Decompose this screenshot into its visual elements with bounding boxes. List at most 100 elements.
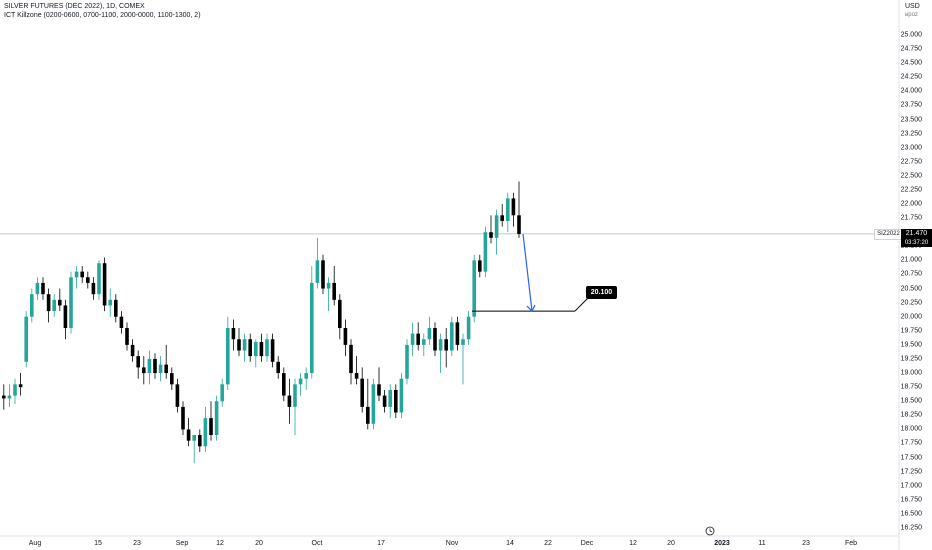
time-tick: 20	[255, 540, 263, 547]
candle-body	[276, 361, 280, 374]
price-tick: 22.250	[900, 186, 922, 194]
candle-body	[394, 389, 398, 413]
candle-body	[517, 215, 521, 234]
price-tick: 23.250	[900, 130, 922, 138]
clock-icon-hands	[709, 528, 713, 533]
time-tick: 23	[133, 540, 141, 547]
price-tick: 19.500	[900, 341, 922, 349]
candle-body	[466, 316, 471, 340]
price-tick: 25.000	[900, 31, 922, 39]
candle-body	[181, 406, 185, 430]
price-tick: 18.250	[900, 411, 922, 419]
last-price-tag: 21.470	[901, 228, 932, 239]
candle-body	[332, 282, 336, 300]
candle-body	[298, 378, 303, 385]
candle-body	[125, 327, 129, 345]
time-tick: Sep	[175, 540, 189, 547]
candle-body	[164, 364, 168, 374]
candle-body	[52, 299, 56, 312]
candle-body	[377, 384, 381, 396]
time-tick: Dec	[580, 540, 594, 547]
target-price-callout[interactable]: 20.100	[586, 286, 617, 299]
candle-body	[265, 339, 269, 357]
time-tick: Oct	[311, 540, 323, 547]
candle-body	[444, 339, 448, 351]
candle-body	[433, 327, 437, 351]
candle-body	[46, 294, 51, 312]
candle-body	[304, 373, 308, 379]
candle-body	[427, 327, 432, 340]
candle-body	[343, 327, 348, 345]
candle-body	[97, 263, 101, 295]
candle-body	[80, 271, 84, 278]
time-tick: 20	[667, 540, 675, 547]
time-tick: 22	[544, 540, 552, 547]
price-tick: 22.750	[900, 158, 922, 166]
down-arrow-line	[522, 233, 533, 312]
currency-sub-label: ʁpoz	[905, 12, 918, 18]
candle-body	[282, 373, 286, 396]
price-tick: 18.750	[900, 383, 922, 391]
candle-body	[86, 277, 90, 283]
candle-body	[242, 339, 247, 351]
candle-body	[13, 384, 17, 396]
time-tick: 12	[216, 540, 224, 547]
candle-body	[74, 271, 79, 278]
price-tick: 19.250	[900, 355, 922, 363]
price-tick: 23.500	[900, 116, 922, 123]
candle-body	[142, 367, 146, 374]
candle-body	[158, 364, 163, 374]
candle-body	[175, 384, 180, 407]
candle-body	[422, 339, 426, 345]
candle-body	[293, 384, 297, 407]
candle-body	[410, 333, 415, 345]
price-tick: 16.750	[900, 496, 922, 504]
candle-body	[382, 395, 387, 407]
candle-body	[506, 198, 510, 221]
candle-body	[472, 260, 476, 317]
candle-body	[63, 305, 68, 328]
price-tick: 20.000	[900, 313, 922, 321]
candle-body	[192, 435, 196, 441]
candle-body	[102, 263, 107, 306]
price-tick: 24.750	[900, 45, 922, 53]
candle-body	[69, 277, 73, 328]
time-tick: 23	[802, 540, 810, 547]
candle-body	[388, 389, 392, 407]
price-tick: 19.000	[900, 369, 922, 377]
price-tick: 16.500	[900, 510, 922, 518]
candle-body	[24, 316, 28, 362]
price-tick: 23.000	[900, 144, 922, 152]
clock-icon	[705, 526, 715, 536]
candle-body	[153, 358, 157, 374]
candle-body	[416, 333, 420, 345]
price-tick: 18.000	[900, 425, 922, 433]
candle-body	[7, 395, 12, 399]
candle-body	[35, 282, 40, 295]
candle-body	[220, 384, 224, 402]
candle-body	[438, 339, 443, 351]
candle-body	[399, 378, 404, 413]
candle-body	[114, 299, 118, 317]
candle-body	[30, 294, 34, 317]
price-tick: 17.250	[900, 468, 922, 476]
price-tick: 17.500	[900, 454, 922, 462]
candle-body	[108, 299, 112, 306]
time-tick: 11	[758, 540, 766, 547]
time-tick: 15	[94, 540, 102, 547]
candle-body	[1, 395, 6, 399]
candle-body	[360, 378, 364, 407]
candle-body	[310, 282, 314, 374]
price-tick: 20.500	[900, 285, 922, 293]
candle-body	[450, 322, 454, 351]
candle-body	[259, 342, 264, 357]
candle-body	[270, 339, 275, 362]
price-tick: 20.750	[900, 270, 922, 278]
candle-body	[315, 260, 320, 283]
candle-body	[511, 198, 516, 216]
candle-body	[41, 282, 45, 295]
candle-body	[483, 232, 488, 272]
indicator-label[interactable]: ICT Killzone (0200-0600, 0700-1100, 2000…	[4, 12, 201, 19]
